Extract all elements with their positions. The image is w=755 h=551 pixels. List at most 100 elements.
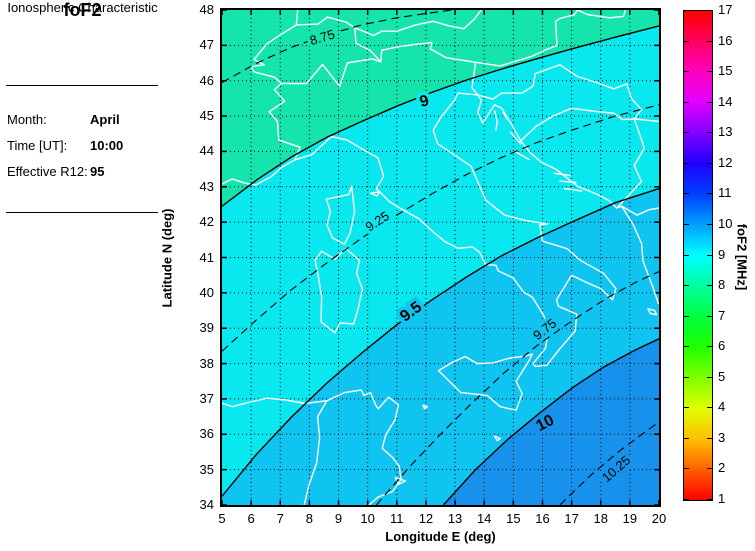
colorbar-tick-label: 11 [718,185,732,201]
x-tick-label: 16 [535,511,550,526]
y-tick-label: 46 [199,72,214,88]
y-axis-label: Latitude N (deg) [159,208,175,308]
x-tick-label: 13 [447,511,463,526]
colorbar-tick-label: 2 [718,460,726,476]
colorbar-tick-label: 16 [718,32,733,48]
colorbar-tick [707,346,712,348]
x-tick-label: 15 [506,511,521,526]
y-tick-label: 48 [199,2,214,17]
x-tick-label: 17 [564,511,579,526]
colorbar-tick-label: 8 [718,277,726,293]
coastline [325,185,356,245]
coastline [576,10,627,19]
coastline [437,353,533,411]
fill-band [222,338,659,505]
y-tick-label: 35 [199,461,214,477]
panel-divider-top [6,85,158,86]
colorbar-tick [707,10,712,11]
coastline [474,10,579,67]
x-tick-label: 9 [334,511,343,526]
colorbar-tick [684,101,689,103]
colorbar-tick [684,468,689,470]
colorbar-tick [707,285,712,287]
x-axis-label: Longitude E (deg) [385,529,496,544]
colorbar-tick [684,10,689,11]
colorbar-tick [684,407,689,409]
coastline [380,41,479,96]
colorbar-tick [684,40,689,42]
colorbar-tick-label: 17 [718,2,733,17]
y-tick-label: 47 [199,37,214,53]
coastline [314,247,364,334]
colorbar-tick [707,499,712,500]
coastline [295,10,299,26]
colorbar-tick [707,468,712,470]
colorbar-tick [707,132,712,134]
colorbar-tick-label: 6 [718,338,726,354]
coastline [222,389,402,505]
panel-divider-bottom [6,212,158,213]
coastline [354,10,482,37]
time-label: Time [UT]: [7,138,68,153]
colorbar-tick [684,254,689,256]
colorbar-tick [684,437,689,439]
x-tick-label: 20 [651,511,667,526]
colorbar-tick-label: 12 [718,154,733,170]
colorbar-tick-label: 4 [718,399,726,415]
coastline [268,82,301,161]
x-tick-label: 5 [218,511,226,526]
colorbar-tick [707,407,712,409]
colorbar-tick-label: 10 [718,215,733,231]
x-tick-label: 10 [360,511,375,526]
colorbar-tick [684,315,689,317]
y-tick-label: 37 [199,390,214,406]
y-tick-label: 41 [199,249,214,265]
colorbar-tick-label: 14 [718,93,733,109]
colorbar-tick [707,376,712,378]
y-tick-label: 39 [199,320,214,336]
colorbar [683,10,713,501]
r12-label: Effective R12: [7,164,88,179]
colorbar-tick [707,315,712,317]
colorbar-tick [707,437,712,439]
x-tick-label: 14 [476,511,492,526]
colorbar-tick-label: 15 [718,63,733,79]
coastline [250,16,382,88]
colorbar-tick [684,193,689,195]
colorbar-tick [684,162,689,164]
coastline [493,110,498,131]
panel-title: Ionospheric Characteristic [7,0,158,15]
coastline [477,94,659,305]
coastline [563,187,583,192]
coastline [621,205,659,216]
y-tick-label: 43 [199,178,214,194]
coastline [559,180,577,184]
y-tick-label: 44 [199,143,214,159]
coastline [502,111,509,121]
colorbar-tick-label: 7 [718,307,726,323]
y-tick-label: 42 [199,214,214,230]
r12-value: 95 [90,164,105,179]
x-tick-label: 11 [390,511,404,526]
fill-band [222,10,659,207]
month-label: Month: [7,112,47,127]
time-value: 10:00 [90,138,124,153]
colorbar-tick-label: 1 [718,491,726,506]
colorbar-tick [707,193,712,195]
colorbar-tick [707,101,712,103]
contour-line-9 [222,25,659,207]
coastline [509,131,522,145]
x-tick-label: 19 [622,511,638,526]
colorbar-tick [684,132,689,134]
x-tick-label: 8 [305,511,313,526]
coastline [222,92,617,368]
x-tick-label: 12 [418,511,434,526]
colorbar-title: foF2 [MHz] [734,223,750,291]
contour-line-9.5 [222,187,659,497]
characteristic-name: foF2 [63,0,102,20]
colorbar-tick [684,499,689,500]
colorbar-tick [707,40,712,42]
colorbar-tick [707,223,712,225]
x-tick-label: 18 [593,511,608,526]
